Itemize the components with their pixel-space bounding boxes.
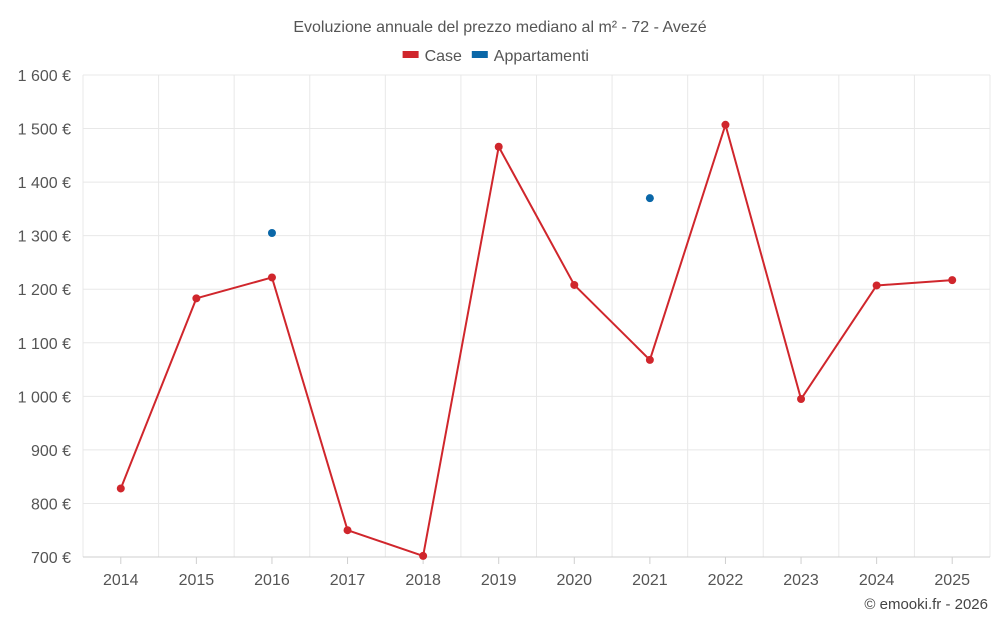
credit-text: © emooki.fr - 2026 [864,596,988,613]
data-point-case-2022[interactable] [721,120,730,129]
y-tick-label: 1 000 € [18,389,71,406]
data-point-case-2014[interactable] [116,484,125,493]
x-tick-label-2015: 2015 [179,572,215,589]
y-tick-label: 900 € [31,443,71,460]
data-point-case-2024[interactable] [872,281,881,290]
data-point-appartamenti-2021[interactable] [645,194,654,203]
data-point-case-2023[interactable] [797,395,806,404]
data-point-case-2025[interactable] [948,276,957,285]
x-tick-label-2024: 2024 [859,572,895,589]
data-point-appartamenti-2016[interactable] [267,228,276,237]
y-tick-label: 800 € [31,496,71,513]
y-tick-label: 700 € [31,550,71,567]
x-tick-label-2025: 2025 [934,572,970,589]
data-point-case-2017[interactable] [343,526,352,535]
y-tick-label: 1 200 € [18,282,71,299]
data-point-case-2020[interactable] [570,280,579,289]
y-tick-label: 1 500 € [18,122,71,139]
data-point-case-2021[interactable] [645,355,654,364]
data-point-case-2016[interactable] [267,273,276,282]
legend[interactable]: Case Appartamenti [402,48,589,65]
x-tick-label-2016: 2016 [254,572,290,589]
legend-swatch [471,51,488,58]
y-tick-label: 1 300 € [18,229,71,246]
legend-label: Appartamenti [494,48,589,65]
x-tick-label-2014: 2014 [103,572,139,589]
data-point-case-2018[interactable] [419,551,428,560]
x-tick-label-2018: 2018 [405,572,441,589]
x-tick-label-2022: 2022 [708,572,744,589]
x-tick-label-2023: 2023 [783,572,819,589]
grid [82,74,991,558]
chart-title: Evoluzione annuale del prezzo mediano al… [293,19,706,36]
x-tick-label-2021: 2021 [632,572,668,589]
series-layer [116,120,957,560]
legend-label: Case [425,48,462,65]
x-tick-label-2017: 2017 [330,572,366,589]
x-tick-label-2019: 2019 [481,572,517,589]
y-tick-label: 1 400 € [18,175,71,192]
x-tick-label-2020: 2020 [556,572,592,589]
data-point-case-2019[interactable] [494,142,503,151]
axes: 700 € 800 € 900 € 1 000 € 1 100 € 1 200 € 1 30… [18,68,990,589]
data-point-case-2015[interactable] [192,294,201,303]
legend-swatch [402,51,419,58]
legend-item-appartamenti[interactable]: Appartamenti [471,48,589,65]
legend-item-case[interactable]: Case [402,48,462,65]
y-tick-label: 1 100 € [18,336,71,353]
series-line-case [119,123,953,557]
y-tick-label: 1 600 € [18,68,71,85]
